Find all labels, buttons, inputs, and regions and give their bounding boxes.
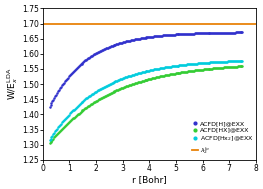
- $\lambda_2^{lo}$: [68, 22, 71, 25]
- ACFD[H]@EXX: [84, 59, 87, 62]
- X-axis label: r [Bohr]: r [Bohr]: [132, 175, 167, 184]
- Line: ACFD[HX]@EXX: ACFD[HX]@EXX: [48, 65, 244, 144]
- ACFD[HX]@EXX: [99, 97, 103, 99]
- ACFD[Hx$_2$]@EXX: [231, 60, 234, 62]
- ACFD[Hx$_2$]@EXX: [84, 98, 87, 100]
- ACFD[Hx$_2$]@EXX: [99, 88, 103, 90]
- ACFD[Hx$_2$]@EXX: [224, 60, 227, 63]
- Legend: ACFD[H]@EXX, ACFD[HX]@EXX, ACFD[Hx$_2$]@EXX, $\lambda_2^{lo}$: ACFD[H]@EXX, ACFD[HX]@EXX, ACFD[Hx$_2$]@…: [190, 119, 255, 157]
- Line: ACFD[H]@EXX: ACFD[H]@EXX: [48, 31, 244, 108]
- ACFD[Hx$_2$]@EXX: [241, 60, 244, 62]
- $\lambda_2^{lo}$: [41, 22, 44, 25]
- ACFD[Hx$_2$]@EXX: [48, 139, 51, 141]
- ACFD[H]@EXX: [99, 50, 103, 52]
- ACFD[Hx$_2$]@EXX: [56, 128, 59, 130]
- ACFD[HX]@EXX: [231, 66, 234, 68]
- Y-axis label: W/E$_x^{\mathrm{LDA}}$: W/E$_x^{\mathrm{LDA}}$: [5, 68, 20, 100]
- ACFD[H]@EXX: [241, 31, 244, 33]
- ACFD[H]@EXX: [48, 106, 51, 108]
- Line: ACFD[Hx$_2$]@EXX: ACFD[Hx$_2$]@EXX: [48, 60, 244, 141]
- ACFD[HX]@EXX: [241, 65, 244, 67]
- ACFD[H]@EXX: [56, 92, 59, 94]
- ACFD[H]@EXX: [231, 31, 234, 34]
- ACFD[HX]@EXX: [224, 66, 227, 68]
- ACFD[HX]@EXX: [56, 133, 59, 135]
- ACFD[HX]@EXX: [84, 107, 87, 109]
- ACFD[H]@EXX: [60, 86, 63, 88]
- ACFD[HX]@EXX: [48, 142, 51, 144]
- ACFD[Hx$_2$]@EXX: [60, 122, 63, 125]
- ACFD[H]@EXX: [224, 32, 227, 34]
- ACFD[HX]@EXX: [60, 129, 63, 131]
